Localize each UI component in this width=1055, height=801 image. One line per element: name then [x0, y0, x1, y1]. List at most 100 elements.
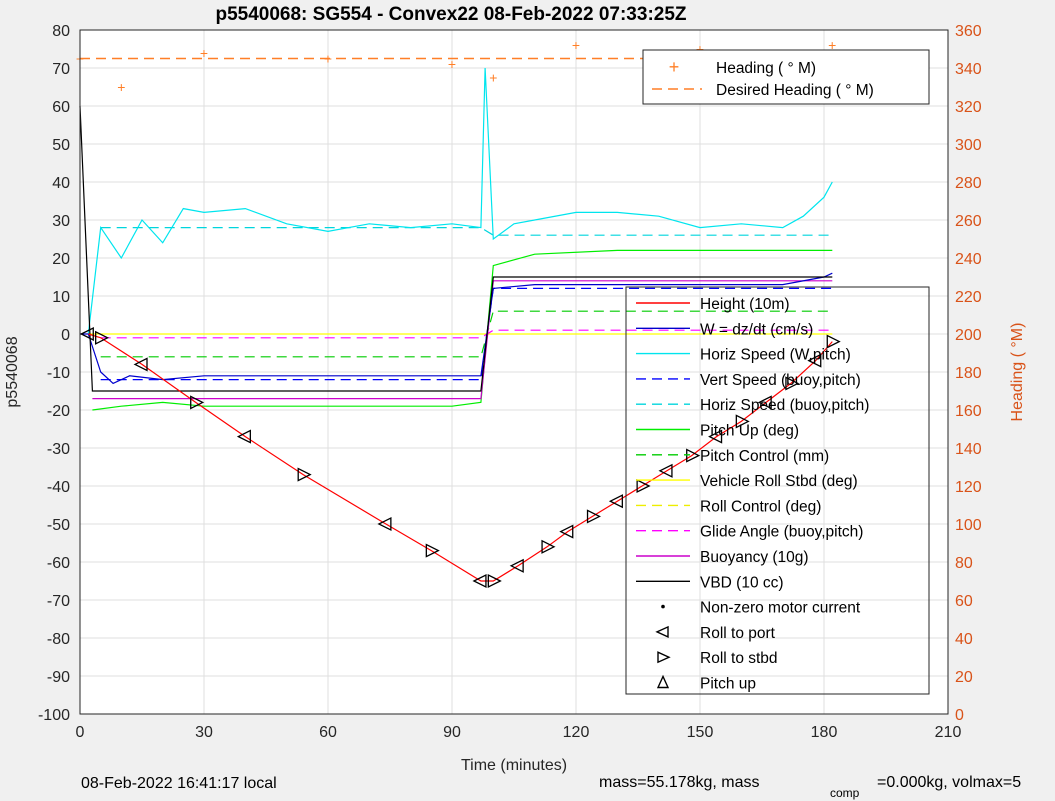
y-left-tick-label: -80: [47, 631, 70, 648]
y-left-tick-label: 60: [52, 99, 70, 116]
legend-dot-icon: [661, 604, 665, 609]
series-line: [87, 67, 833, 335]
y-left-tick-label: 50: [52, 137, 70, 154]
heading-legend-item-heading: + Heading ( ° M): [669, 57, 816, 77]
series-layer: +++ + +++ + +: [76, 37, 836, 582]
legend-label: Roll Control (deg): [700, 498, 821, 515]
y-right-tick-label: 120: [955, 479, 982, 496]
y-right-tick-label: 80: [955, 555, 973, 572]
x-tick-label: 0: [76, 724, 85, 741]
heading-point: +: [448, 56, 456, 72]
x-tick-label: 180: [811, 724, 838, 741]
axes-box: [79, 29, 949, 715]
legend-item: Vehicle Roll Stbd (deg): [636, 473, 858, 490]
legend-item: VBD (10 cc): [636, 574, 784, 591]
x-tick-label: 60: [319, 724, 337, 741]
y-right-tick-label: 260: [955, 213, 982, 230]
heading-point: +: [828, 37, 836, 53]
series-line: [100, 287, 833, 381]
y-left-tick-label: -10: [47, 365, 70, 382]
heading-point: +: [489, 70, 497, 86]
roll-to-stbd-marker: [190, 395, 205, 410]
legend-label: Buoyancy (10g): [700, 549, 809, 566]
heading-point: +: [572, 37, 580, 53]
x-tick-label: 30: [195, 724, 213, 741]
roll-to-port-marker: [807, 353, 822, 368]
footer-volmax: =0.000kg, volmax=5: [877, 774, 1021, 791]
heading-legend-box: [642, 49, 930, 105]
legend-item: Pitch up: [656, 674, 756, 693]
y-right-tick-label: 100: [955, 517, 982, 534]
y-left-tick-label: -20: [47, 403, 70, 420]
y-left-tick-label: 0: [61, 327, 70, 344]
roll-to-stbd-marker: [541, 539, 556, 554]
roll-to-port-marker: [377, 516, 392, 532]
legend-item: Glide Angle (buoy,pitch): [636, 524, 863, 541]
series-line: [88, 333, 833, 582]
legend-label: Horiz Speed (W,pitch): [700, 347, 851, 364]
y-right-axis-label: Heading ( °M): [1009, 323, 1026, 422]
legend-label: Height (10m): [700, 296, 790, 313]
x-tick-label: 90: [443, 724, 461, 741]
y-left-tick-label: 70: [52, 61, 70, 78]
legend-label: Pitch up: [700, 676, 756, 693]
legend-label: Pitch Up (deg): [700, 423, 799, 440]
legend-item: Vert Speed (buoy,pitch): [636, 372, 861, 389]
y-right-tick-label: 280: [955, 175, 982, 192]
legend-item: Horiz Speed (buoy,pitch): [636, 397, 869, 414]
y-left-tick-label: -70: [47, 593, 70, 610]
legend-item: Roll to port: [655, 625, 776, 642]
x-tick-label: 150: [687, 724, 714, 741]
legend-label: VBD (10 cc): [700, 574, 784, 591]
y-right-tick-labels: 3603403203002802602402202001801601401201…: [955, 23, 982, 724]
y-left-tick-label: -40: [47, 479, 70, 496]
y-left-axis-label: p5540068: [4, 336, 21, 407]
y-right-tick-label: 360: [955, 23, 982, 40]
legend-label: Pitch Control (mm): [700, 448, 829, 465]
y-right-tick-label: 60: [955, 593, 973, 610]
roll-to-port-marker: [559, 524, 574, 539]
y-right-tick-label: 320: [955, 99, 982, 116]
y-left-tick-label: -90: [47, 669, 70, 686]
y-left-tick-labels: 80 70 60 50 40 30 20 10 0 -10 -20 -30 -40 -50 -60 -70 -8…: [38, 23, 70, 724]
footer-mass: mass=55.178kg, mass: [599, 774, 760, 791]
legend-label: Roll to port: [700, 625, 776, 642]
roll-to-port-marker: [236, 429, 251, 444]
legend-item: Roll Control (deg): [636, 498, 821, 515]
y-right-tick-label: 160: [955, 403, 982, 420]
y-right-tick-label: 180: [955, 365, 982, 382]
legend-label: W = dz/dt (cm/s): [700, 321, 813, 338]
footer-mass-subscript: comp: [830, 786, 860, 800]
main-legend: Height (10m) W = dz/dt (cm/s) Horiz Speed …: [625, 286, 930, 695]
legend-label: Non-zero motor current: [700, 600, 861, 617]
legend-item: Buoyancy (10g): [636, 549, 809, 566]
roll-to-stbd-marker: [686, 448, 701, 463]
legend-marker-icon: [656, 674, 670, 689]
y-left-tick-label: 40: [52, 175, 70, 192]
roll-to-stbd-marker: [785, 376, 800, 391]
y-right-tick-label: 20: [955, 669, 973, 686]
heading-legend-label: Heading ( ° M): [716, 60, 816, 77]
y-right-tick-label: 300: [955, 137, 982, 154]
legend-item: W = dz/dt (cm/s): [636, 321, 813, 338]
legend-item: Pitch Control (mm): [636, 448, 829, 465]
y-right-tick-label: 240: [955, 251, 982, 268]
legend-item: Pitch Up (deg): [636, 423, 799, 440]
heading-legend-label: Desired Heading ( ° M): [716, 82, 874, 99]
y-right-tick-label: 140: [955, 441, 982, 458]
y-right-tick-label: 0: [955, 707, 964, 724]
roll-to-stbd-marker: [586, 509, 601, 524]
roll-to-port-marker: [708, 429, 723, 444]
plus-marker-icon: +: [669, 57, 680, 77]
legend-label: Roll to stbd: [700, 650, 778, 667]
x-tick-labels: 0 30 60 90 120 150 180 210: [76, 724, 962, 741]
chart-title: p5540068: SG554 - Convex22 08-Feb-2022 0…: [215, 4, 686, 25]
series-line: [92, 249, 833, 411]
y-right-tick-label: 220: [955, 289, 982, 306]
y-left-tick-label: 20: [52, 251, 70, 268]
series-line: [92, 280, 833, 400]
legend-item: Height (10m): [636, 296, 790, 313]
main-legend-box: [625, 286, 930, 695]
x-tick-label: 120: [563, 724, 590, 741]
